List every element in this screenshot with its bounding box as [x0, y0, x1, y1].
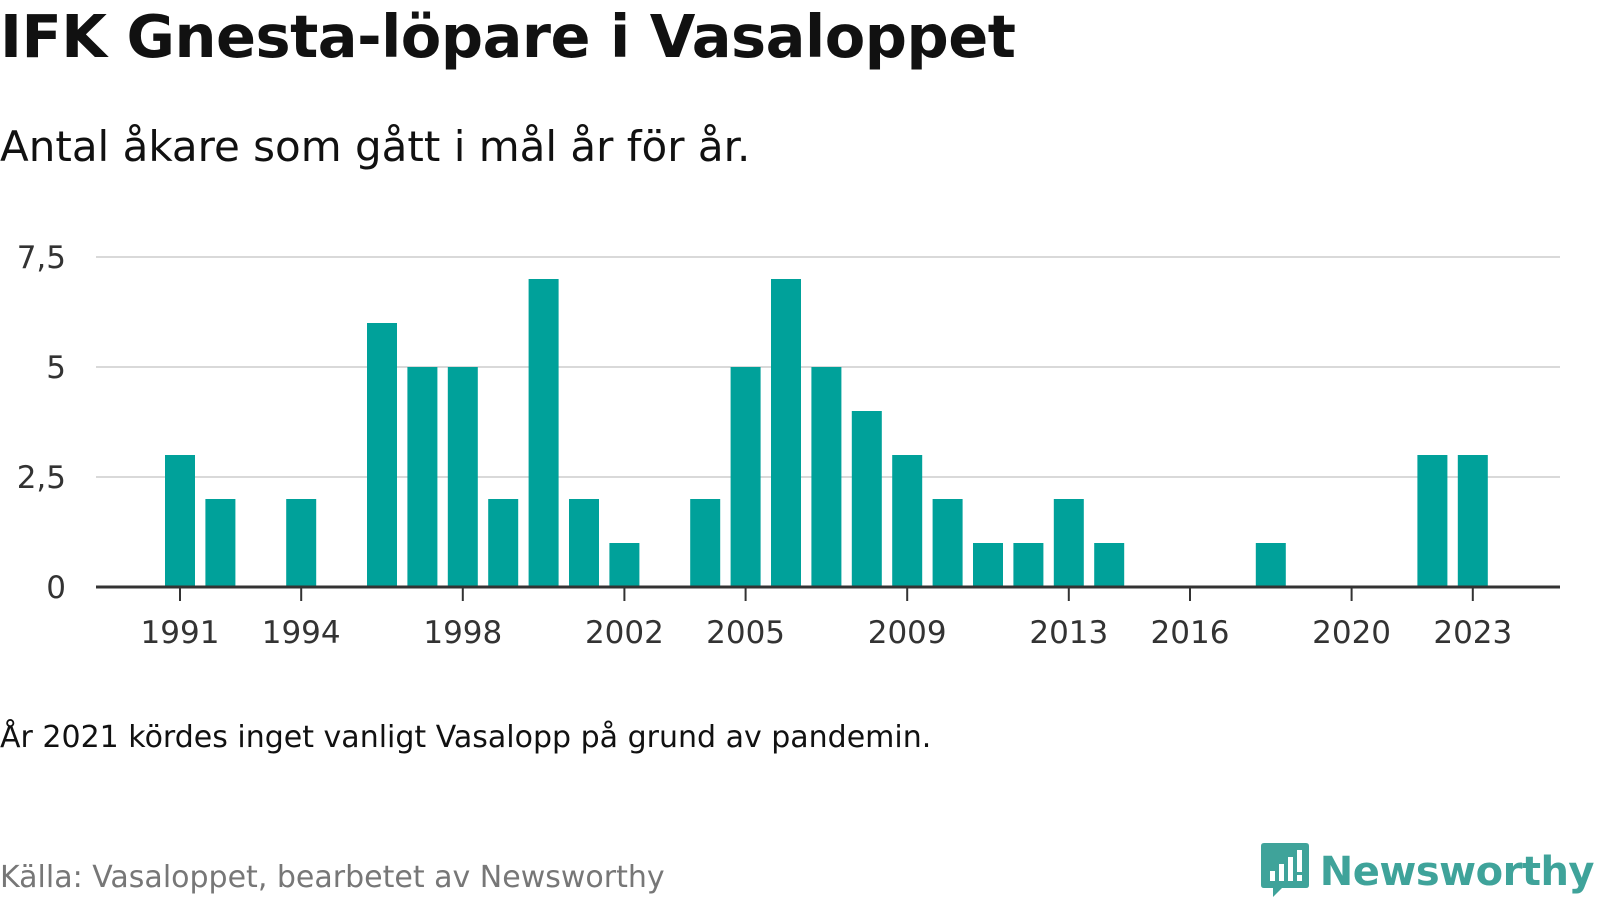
bar — [892, 455, 923, 587]
bar — [932, 499, 963, 587]
bar — [1013, 543, 1044, 587]
bar-chart: 0 2,5 5 7,5 1991 1994 1998 2002 2005 2009 2013 2016… — [17, 240, 1560, 651]
bar — [488, 499, 519, 587]
y-tick-label: 7,5 — [17, 240, 66, 276]
bar — [771, 279, 801, 587]
source-credit: Källa: Vasaloppet, bearbetet av Newswort… — [0, 860, 665, 895]
bar — [367, 323, 397, 587]
bar — [973, 543, 1003, 587]
bar — [205, 499, 236, 587]
bar — [730, 367, 761, 587]
x-tick-label: 2023 — [1433, 615, 1512, 651]
bar — [286, 499, 317, 587]
chart-title: IFK Gnesta-löpare i Vasaloppet — [0, 2, 1016, 71]
bar — [528, 279, 559, 587]
bar — [690, 499, 721, 587]
x-tick-label: 2005 — [706, 615, 785, 651]
bar — [609, 543, 640, 587]
x-tick-label: 2013 — [1029, 615, 1108, 651]
bar — [1094, 543, 1125, 587]
bar — [811, 367, 842, 587]
brand-name: Newsworthy — [1319, 849, 1595, 895]
chart-subtitle: Antal åkare som gått i mål år för år. — [0, 122, 751, 171]
y-tick-label: 2,5 — [17, 460, 66, 496]
bar — [1417, 455, 1448, 587]
x-tick-label: 2016 — [1151, 615, 1230, 651]
bar — [165, 455, 195, 587]
bar — [447, 367, 478, 587]
bar — [851, 411, 882, 587]
bar — [1255, 543, 1286, 587]
x-tick-label: 1998 — [423, 615, 502, 651]
newsworthy-logo-icon — [1260, 841, 1310, 903]
x-tick-label: 1991 — [141, 615, 220, 651]
y-tick-label: 5 — [46, 350, 66, 386]
y-tick-label: 0 — [46, 570, 66, 606]
chart-note: År 2021 kördes inget vanligt Vasalopp på… — [0, 720, 932, 755]
bar — [569, 499, 599, 587]
x-tick-label: 1994 — [262, 615, 341, 651]
bar — [1457, 455, 1488, 587]
x-tick-label: 2020 — [1312, 615, 1391, 651]
bar — [407, 367, 438, 587]
x-tick-label: 2002 — [585, 615, 664, 651]
x-tick-label: 2009 — [868, 615, 947, 651]
brand-logo: Newsworthy — [1260, 841, 1595, 903]
bar — [1053, 499, 1084, 587]
